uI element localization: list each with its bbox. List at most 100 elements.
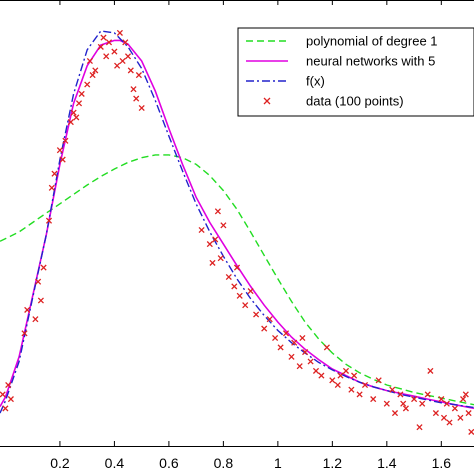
data-point [127, 67, 134, 74]
data-point [318, 372, 325, 379]
data-point [272, 334, 279, 342]
data-point [299, 334, 306, 342]
data-point [356, 391, 363, 398]
data-point [138, 104, 145, 112]
data-point [67, 119, 74, 126]
legend: polynomial of degree 1 neural networks wi… [237, 27, 474, 117]
data-point [468, 428, 474, 435]
data-point [92, 67, 99, 74]
data-point [130, 86, 137, 93]
data-point [21, 330, 28, 337]
data-point [465, 410, 472, 417]
legend-label: neural networks with 5 [306, 54, 435, 69]
series-layer [0, 30, 474, 414]
data-point [225, 273, 232, 281]
series-line-2 [0, 39, 474, 410]
data-point [5, 381, 12, 389]
data-point [337, 372, 344, 379]
data-point [323, 344, 330, 351]
legend-box [237, 27, 474, 117]
data-point [217, 255, 224, 262]
data-point [400, 400, 407, 407]
data-point [236, 292, 243, 299]
x-tick-label: 1 [274, 455, 282, 471]
data-point [206, 241, 213, 248]
data-point [383, 400, 390, 407]
data-point [209, 259, 216, 266]
series-line-3 [0, 30, 474, 414]
data-point [51, 170, 58, 177]
data-point [329, 377, 336, 384]
data-point [282, 330, 290, 337]
data-point [440, 414, 448, 421]
x-tick-label: 0.4 [105, 455, 125, 471]
data-point [32, 316, 39, 323]
data-point [432, 410, 439, 417]
data-point [97, 43, 104, 50]
data-point [389, 386, 396, 393]
plot-area [0, 29, 474, 435]
data-point [35, 278, 42, 285]
data-point [78, 90, 85, 97]
data-point [122, 39, 129, 46]
data-point [59, 156, 66, 163]
data-point [397, 391, 404, 398]
data-point [37, 297, 44, 304]
data-point [307, 358, 314, 365]
data-point [462, 391, 469, 398]
data-point [56, 147, 63, 154]
data-point [0, 391, 6, 398]
data-point [266, 316, 273, 323]
data-point [302, 349, 309, 356]
data-point [233, 264, 241, 271]
data-point [105, 39, 113, 46]
data-point [424, 391, 431, 398]
data-point [427, 367, 434, 374]
data-point [411, 396, 418, 403]
data-point [45, 217, 53, 224]
data-point [62, 137, 69, 144]
data-point [84, 81, 91, 88]
x-tick-label: 0.2 [50, 455, 70, 471]
data-point [133, 95, 140, 102]
data-point [48, 184, 55, 191]
legend-label: data (100 points) [306, 94, 404, 109]
data-point [288, 353, 295, 360]
data-point [40, 264, 47, 271]
data-point [361, 381, 369, 389]
data-point [416, 424, 423, 431]
legend-label: polynomial of degree 1 [306, 34, 438, 49]
data-point [446, 419, 453, 426]
legend-label: f(x) [306, 74, 325, 89]
data-point [375, 377, 382, 384]
data-point [103, 53, 110, 60]
data-point [135, 72, 142, 79]
data-point [391, 410, 399, 417]
data-point [342, 367, 350, 374]
data-point [460, 396, 467, 403]
data-point [370, 396, 377, 403]
data-point [100, 34, 107, 41]
data-point [198, 226, 205, 234]
data-point [457, 414, 464, 421]
data-point [75, 100, 83, 107]
data-point [247, 288, 254, 295]
x-tick-label: 0.8 [214, 455, 234, 471]
data-point [348, 386, 355, 393]
data-point [231, 283, 238, 290]
data-point [116, 29, 123, 36]
data-point [2, 405, 9, 412]
data-point [114, 62, 121, 69]
data-point [214, 208, 221, 215]
x-tick-label: 1.2 [323, 455, 343, 471]
data-point [438, 396, 445, 403]
data-point [111, 48, 118, 55]
x-tick-label: 1.6 [432, 455, 452, 471]
data-point [220, 222, 227, 229]
data-point [212, 236, 219, 243]
data-point [119, 57, 126, 65]
x-tick-label: 1.4 [377, 455, 397, 471]
data-point [443, 400, 450, 407]
data-point [261, 325, 268, 332]
data-point [351, 372, 358, 379]
